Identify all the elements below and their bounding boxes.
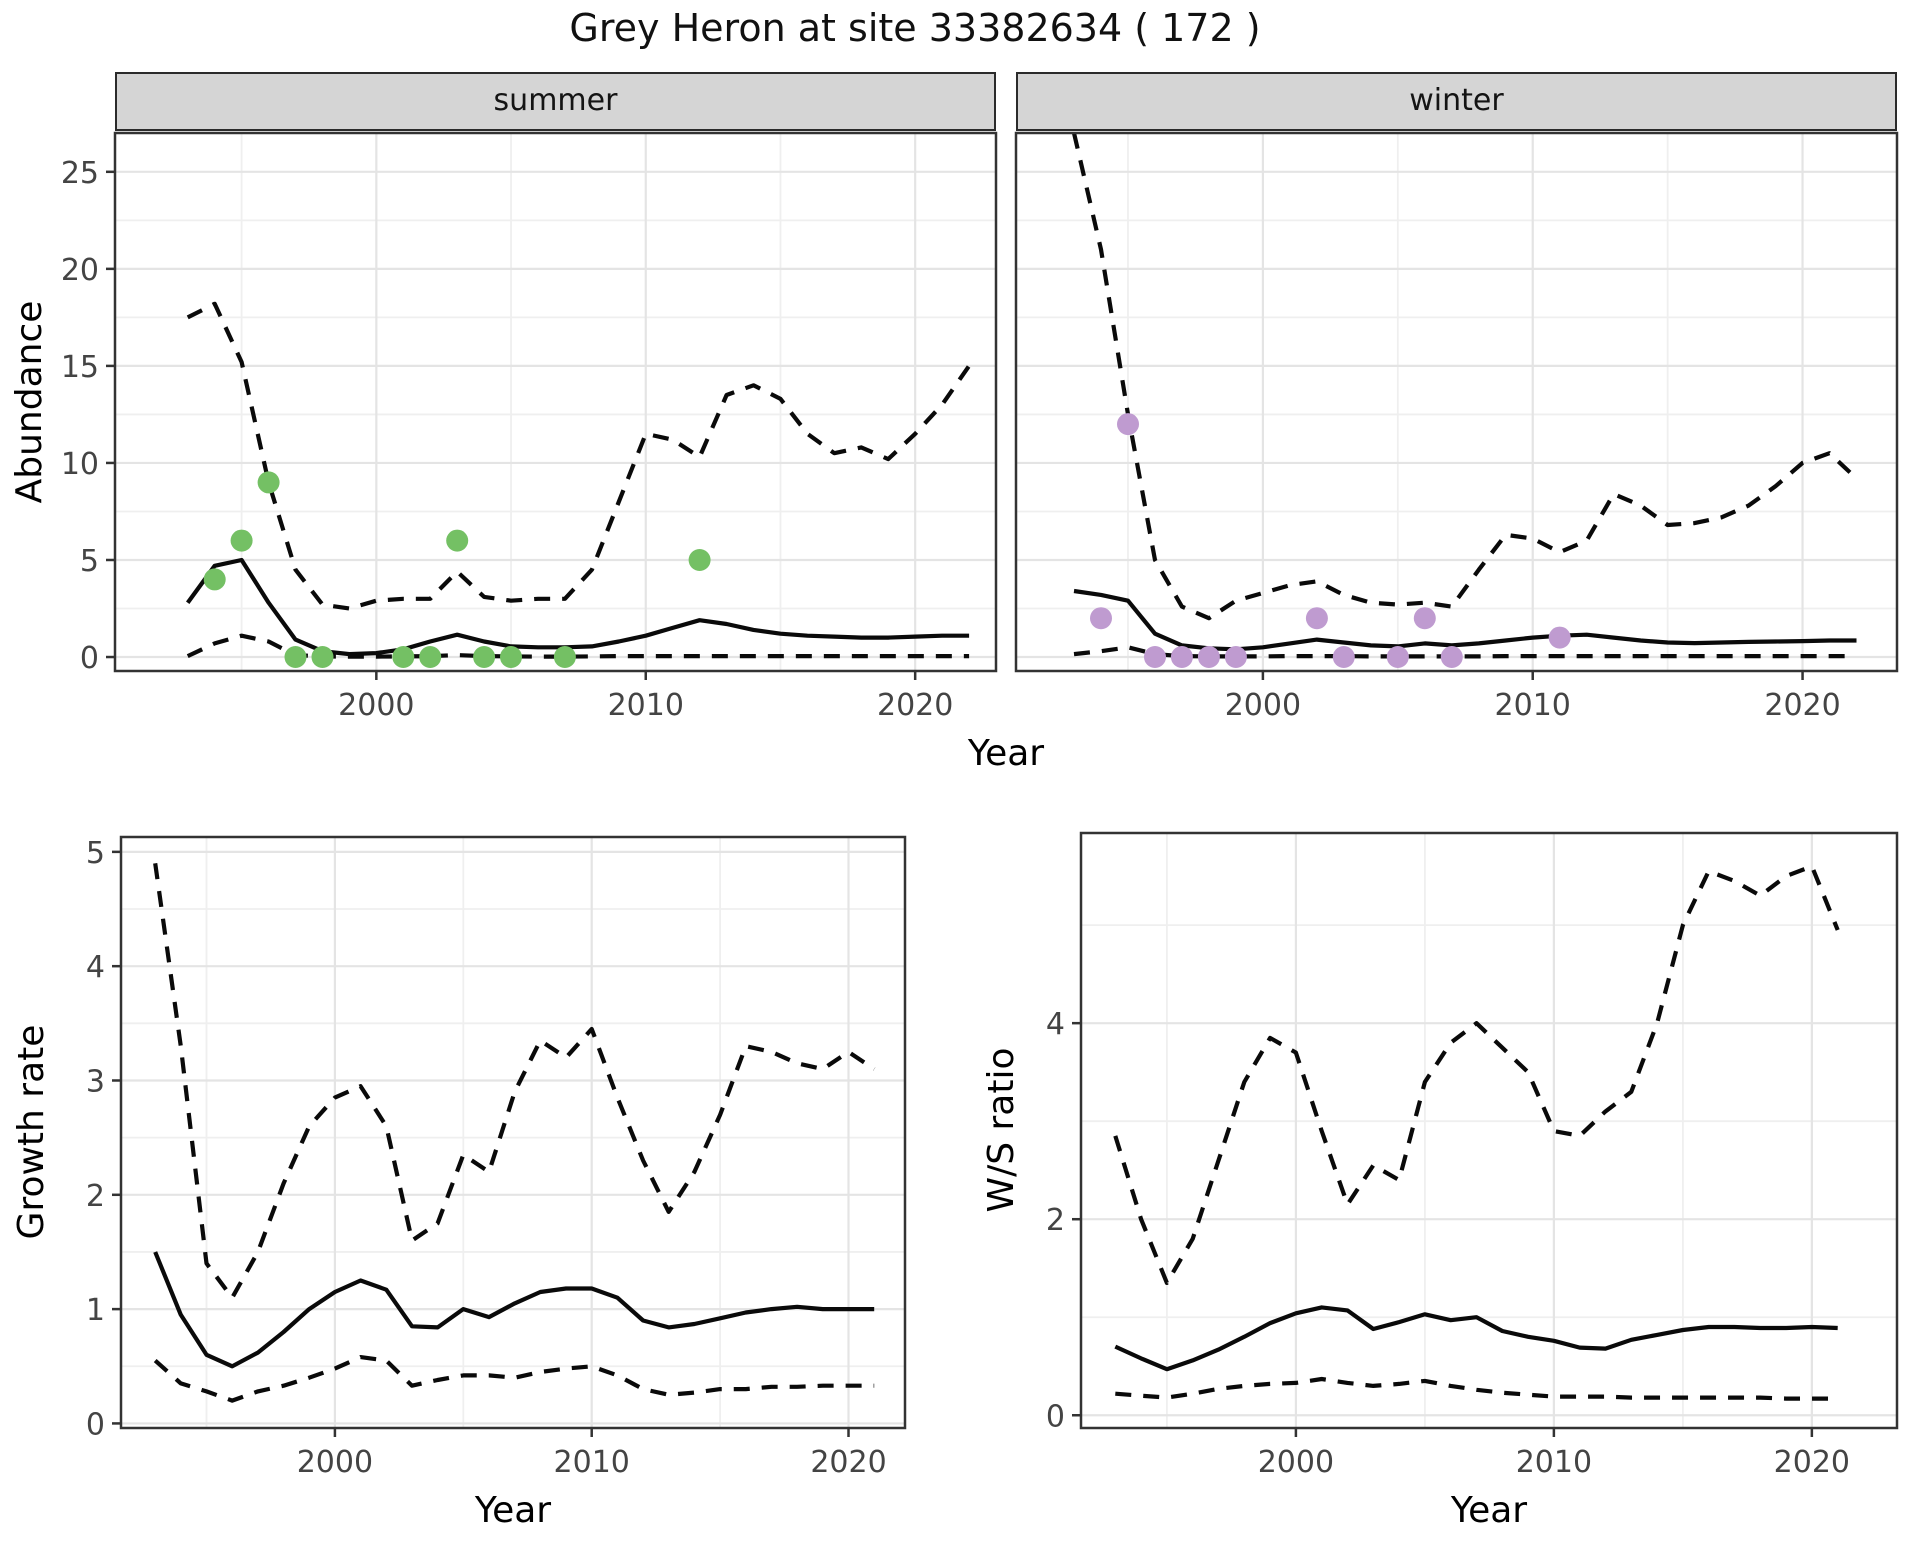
y-tick-label: 10 xyxy=(61,447,99,482)
fit-median-line xyxy=(1114,1305,1838,1372)
y-tick-label: 20 xyxy=(61,253,99,288)
chart-title: Grey Heron at site 33382634 ( 172 ) xyxy=(569,6,1261,50)
ci-upper-line xyxy=(153,863,876,1300)
observed-counts-summer xyxy=(203,471,711,668)
observation-point xyxy=(203,568,226,591)
y-tick-label: 5 xyxy=(86,836,105,871)
observation-point xyxy=(1144,646,1166,668)
x-tick-label: 2020 xyxy=(877,688,953,723)
x-tick-label: 2020 xyxy=(1764,688,1840,723)
y-tick-label: 2 xyxy=(1046,1203,1065,1238)
series-group xyxy=(153,863,876,1403)
y-tick-label: 1 xyxy=(86,1293,105,1328)
y-tick-label: 0 xyxy=(1046,1399,1065,1434)
y-tick-label: 15 xyxy=(61,350,99,385)
observation-point xyxy=(1170,646,1193,668)
x-tick-label: 2010 xyxy=(1495,688,1571,723)
x-tick-label: 2000 xyxy=(297,1445,373,1480)
x-tick-label: 2000 xyxy=(338,688,414,723)
panel-background xyxy=(115,133,996,671)
y-tick-label: 4 xyxy=(86,950,105,985)
observed-counts-winter xyxy=(1090,413,1571,668)
observation-point xyxy=(1224,646,1247,668)
panel-border xyxy=(113,131,998,673)
observation-point xyxy=(1332,646,1355,668)
observation-point xyxy=(257,471,280,494)
panel-background xyxy=(121,837,905,1428)
observation-point xyxy=(284,646,307,668)
ci-lower-line xyxy=(186,633,970,659)
observation-point xyxy=(419,646,442,668)
ci-upper-line xyxy=(1071,133,1858,621)
ci-lower-line xyxy=(1115,1376,1838,1401)
y-tick-label: 5 xyxy=(80,544,99,579)
x-axis-title-ws-ratio: Year xyxy=(1450,1490,1528,1531)
observation-point xyxy=(230,529,253,552)
y-tick-label: 4 xyxy=(1046,1007,1065,1042)
observation-point xyxy=(1117,413,1139,436)
observation-point xyxy=(311,646,334,668)
x-tick-label: 2010 xyxy=(1516,1445,1592,1480)
panel-growth-rate: 2000 2010 2020 0 1 2 3 4 5 xyxy=(86,835,907,1480)
observation-point xyxy=(1197,646,1220,668)
observation-point xyxy=(688,549,711,571)
panel-border xyxy=(1014,131,1899,673)
observation-point xyxy=(1305,607,1328,630)
observation-point xyxy=(1386,646,1409,668)
x-tick-label: 2010 xyxy=(608,688,684,723)
fit-median-line xyxy=(153,1251,875,1369)
panel-border xyxy=(119,835,907,1430)
y-tick-label: 0 xyxy=(86,1407,105,1442)
observation-point xyxy=(1548,626,1571,649)
x-axis-title-growth-rate: Year xyxy=(474,1490,552,1531)
x-axis-title-top: Year xyxy=(967,733,1045,774)
x-tick-label: 2000 xyxy=(1258,1445,1334,1480)
observation-point xyxy=(446,529,469,552)
panel-abundance-winter: 2000 2010 2020 xyxy=(1014,131,1899,723)
observation-point xyxy=(500,646,522,668)
observation-point xyxy=(1413,607,1436,630)
x-tick-label: 2010 xyxy=(554,1445,630,1480)
y-tick-label: 2 xyxy=(86,1179,105,1214)
y-tick-label: 25 xyxy=(61,156,99,191)
ci-upper-line xyxy=(1113,864,1840,1286)
x-tick-label: 2020 xyxy=(810,1445,886,1480)
panel-abundance-summer: 2000 2010 2020 0 5 10 15 20 25 xyxy=(61,131,998,723)
x-tick-label: 2000 xyxy=(1225,688,1301,723)
observation-point xyxy=(553,646,576,668)
panel-background xyxy=(1016,133,1897,671)
observation-point xyxy=(1440,646,1463,668)
panel-background xyxy=(1081,833,1897,1428)
ci-lower-line xyxy=(1073,645,1857,659)
facet-strip-summer: summer xyxy=(115,72,996,131)
series-group xyxy=(1113,864,1840,1401)
facet-strip-winter: winter xyxy=(1016,72,1897,131)
y-tick-label: 0 xyxy=(80,641,99,676)
panel-border xyxy=(1079,831,1899,1430)
facet-strip-winter-label: winter xyxy=(1409,83,1504,118)
facet-strip-summer-label: summer xyxy=(493,83,618,118)
observation-point xyxy=(1090,607,1112,630)
observation-point xyxy=(392,646,415,668)
y-tick-label: 3 xyxy=(86,1064,105,1099)
ci-upper-line xyxy=(186,301,971,611)
panel-ws-ratio: 2000 2010 2020 0 2 4 xyxy=(1046,831,1899,1480)
observation-point xyxy=(473,646,496,668)
x-tick-label: 2020 xyxy=(1774,1445,1850,1480)
